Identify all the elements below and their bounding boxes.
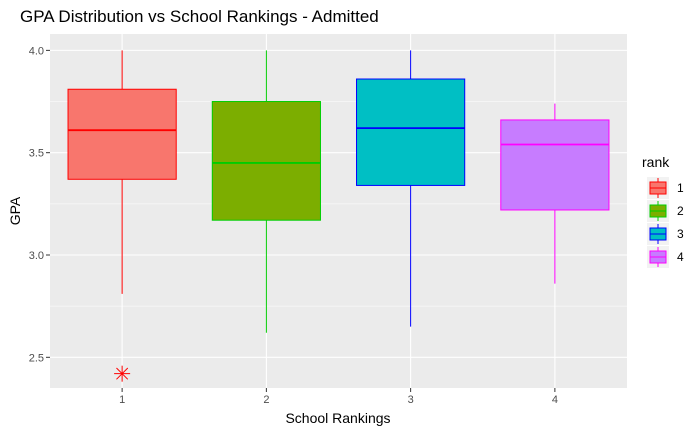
legend-label: 2 [677,204,684,218]
boxes [67,50,610,382]
box [211,101,321,221]
legend-item-1: 1 [647,177,684,199]
outlier-stroke [116,367,129,380]
x-tick-label: 1 [119,394,125,406]
legend-label: 3 [677,227,684,241]
legend-label: 4 [677,250,684,264]
y-axis-title: GPA [7,196,23,225]
chart-title: GPA Distribution vs School Rankings - Ad… [20,7,379,26]
y-tick-label: 4.0 [29,45,44,57]
box-group-1 [67,50,177,382]
x-axis-ticks: 1 2 3 4 [119,388,558,406]
y-tick-label: 2.5 [29,352,44,364]
box [67,88,177,180]
legend-title: rank [642,154,670,170]
box [500,119,610,211]
legend-label: 1 [677,181,684,195]
legend-item-3: 3 [647,223,684,245]
x-axis-title: School Rankings [285,410,390,426]
outlier-point [114,365,131,382]
y-axis-ticks: 2.5 3.0 3.5 4.0 [29,45,50,364]
legend: rank 1 2 3 4 [642,154,684,268]
box [356,78,466,186]
plot-panel [50,34,627,388]
box-group-2 [211,50,321,333]
x-tick-label: 3 [408,394,414,406]
box-group-3 [356,50,466,327]
y-tick-label: 3.5 [29,148,44,160]
x-tick-label: 4 [552,394,558,406]
box-group-4 [500,103,610,284]
legend-item-4: 4 [647,246,684,268]
legend-item-2: 2 [647,200,684,222]
x-tick-label: 2 [263,394,269,406]
y-tick-label: 3.0 [29,250,44,262]
